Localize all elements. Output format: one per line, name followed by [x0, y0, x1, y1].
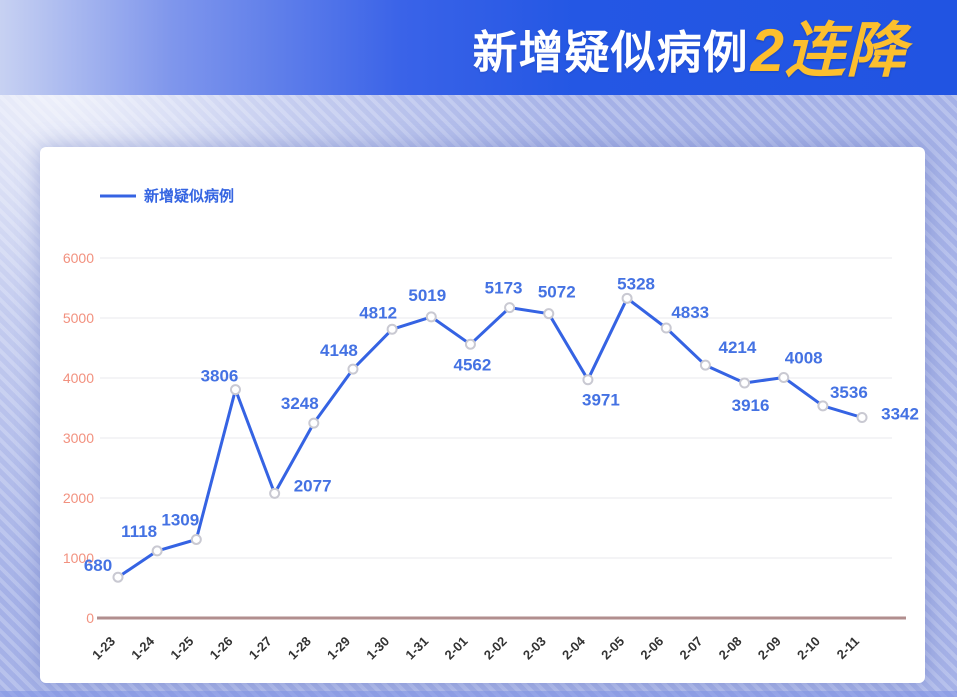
y-axis-tick-label: 1000	[63, 550, 94, 566]
y-axis-tick-label: 5000	[63, 310, 94, 326]
data-point	[269, 487, 281, 499]
data-point	[151, 545, 163, 557]
data-point	[425, 311, 437, 323]
data-label: 680	[84, 556, 112, 575]
x-axis-tick-label: 2-09	[755, 634, 784, 663]
data-point	[817, 400, 829, 412]
y-axis-tick-label: 2000	[63, 490, 94, 506]
x-axis-tick-label: 2-07	[677, 634, 706, 663]
data-label: 2077	[294, 476, 332, 495]
data-point	[621, 292, 633, 304]
data-point	[582, 374, 594, 386]
data-point	[190, 533, 202, 545]
data-point	[739, 377, 751, 389]
x-axis-tick-label: 2-01	[442, 634, 471, 663]
data-label: 3971	[582, 391, 620, 410]
x-axis-tick-label: 1-26	[207, 634, 236, 663]
data-point	[308, 417, 320, 429]
x-axis-tick-label: 2-04	[559, 633, 589, 663]
data-point	[699, 359, 711, 371]
x-axis-tick-label: 2-06	[637, 634, 666, 663]
line-chart: 新增疑似病例 0 1000 2000 3000 4000 5000 6000 1-23 1-24 1…	[63, 187, 919, 663]
data-point	[112, 571, 124, 583]
legend-label: 新增疑似病例	[144, 187, 234, 205]
page-title-main: 新增疑似病例	[472, 26, 749, 78]
x-axis-tick-label: 2-10	[794, 634, 823, 663]
chart-card: 新增疑似病例 0 1000 2000 3000 4000 5000 6000 1-23 1-24 1…	[40, 147, 925, 683]
y-axis-tick-label: 0	[86, 610, 94, 626]
x-axis-tick-label: 1-23	[89, 634, 118, 663]
x-axis-tick-label: 1-28	[285, 634, 314, 663]
data-label: 3806	[201, 367, 239, 386]
data-label: 3916	[732, 396, 770, 415]
data-point	[464, 338, 476, 350]
data-label: 1309	[161, 510, 199, 529]
data-point	[660, 322, 672, 334]
data-label: 4833	[671, 303, 709, 322]
data-label: 1118	[121, 522, 157, 541]
data-label: 3342	[881, 404, 919, 423]
data-label: 4562	[454, 355, 492, 374]
x-axis-tick-label: 1-29	[324, 634, 353, 663]
data-label: 5328	[617, 274, 655, 293]
x-axis-tick-label: 1-24	[128, 633, 158, 663]
data-label: 4148	[320, 341, 358, 360]
data-point	[229, 384, 241, 396]
page-title-accent: 2连降	[750, 16, 907, 84]
data-label: 4008	[785, 349, 823, 368]
series-line	[116, 296, 864, 579]
data-point	[347, 363, 359, 375]
x-axis-tick-label: 2-02	[481, 634, 510, 663]
data-label: 5019	[408, 286, 446, 305]
x-axis-tick-label: 1-30	[363, 634, 392, 663]
data-point	[386, 323, 398, 335]
x-axis-tick-label: 1-27	[246, 634, 275, 663]
data-point	[778, 372, 790, 384]
data-label: 4214	[718, 338, 756, 357]
data-point	[856, 411, 868, 423]
y-axis-tick-label: 6000	[63, 250, 94, 266]
data-label: 3536	[830, 383, 868, 402]
data-label: 4812	[359, 303, 397, 322]
y-axis-tick-label: 3000	[63, 430, 94, 446]
x-axis-tick-label: 1-31	[402, 634, 431, 663]
x-axis-tick-label: 2-05	[598, 634, 627, 663]
header-banner: 新增疑似病例 2连降	[0, 0, 957, 95]
x-axis-tick-label: 1-25	[167, 634, 196, 663]
y-axis-tick-label: 4000	[63, 370, 94, 386]
x-axis-tick-label: 2-11	[834, 634, 863, 663]
data-point	[504, 302, 516, 314]
x-axis-tick-label: 2-03	[520, 634, 549, 663]
data-label: 5173	[485, 279, 523, 298]
x-axis-tick-label: 2-08	[716, 634, 745, 663]
page-title: 新增疑似病例 2连降	[472, 16, 907, 84]
data-label: 3248	[281, 394, 319, 413]
bottom-edge-strip	[0, 691, 957, 697]
data-point	[543, 308, 555, 320]
data-label: 5072	[538, 283, 576, 302]
